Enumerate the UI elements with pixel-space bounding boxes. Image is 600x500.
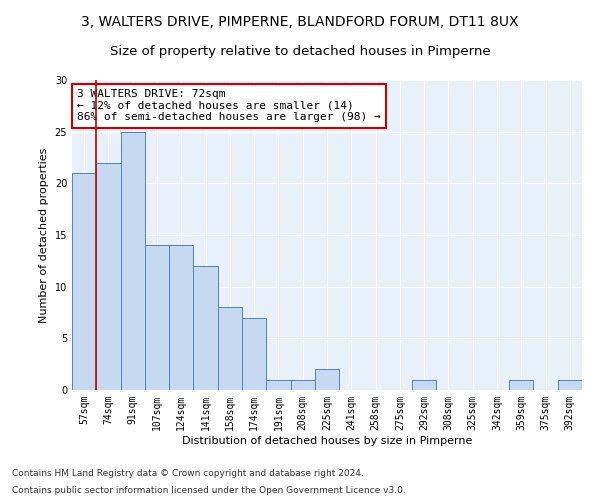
Bar <box>169 246 193 390</box>
Text: 3 WALTERS DRIVE: 72sqm
← 12% of detached houses are smaller (14)
86% of semi-det: 3 WALTERS DRIVE: 72sqm ← 12% of detached… <box>77 90 381 122</box>
Bar <box>412 380 436 390</box>
Text: Contains HM Land Registry data © Crown copyright and database right 2024.: Contains HM Land Registry data © Crown c… <box>12 468 364 477</box>
Bar <box>96 162 121 390</box>
Bar <box>242 318 266 390</box>
Text: Size of property relative to detached houses in Pimperne: Size of property relative to detached ho… <box>110 45 490 58</box>
Bar <box>509 380 533 390</box>
Bar <box>145 246 169 390</box>
Bar <box>558 380 582 390</box>
Bar <box>121 132 145 390</box>
X-axis label: Distribution of detached houses by size in Pimperne: Distribution of detached houses by size … <box>182 436 472 446</box>
Bar <box>266 380 290 390</box>
Bar <box>218 308 242 390</box>
Bar <box>315 370 339 390</box>
Bar <box>193 266 218 390</box>
Text: 3, WALTERS DRIVE, PIMPERNE, BLANDFORD FORUM, DT11 8UX: 3, WALTERS DRIVE, PIMPERNE, BLANDFORD FO… <box>81 15 519 29</box>
Bar <box>72 173 96 390</box>
Y-axis label: Number of detached properties: Number of detached properties <box>39 148 49 322</box>
Text: Contains public sector information licensed under the Open Government Licence v3: Contains public sector information licen… <box>12 486 406 495</box>
Bar <box>290 380 315 390</box>
